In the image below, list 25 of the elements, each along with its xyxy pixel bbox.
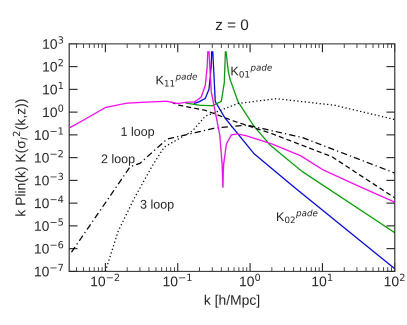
y-tick-label: 10$^{3}$ xyxy=(43,36,64,49)
y-tick-label: 10$^{−6}$ xyxy=(34,241,64,254)
annotation: 1 loop xyxy=(121,126,154,138)
annotation: K$_{11}$$^{pade}$ xyxy=(156,72,198,86)
y-tick-label: 10$^{−1}$ xyxy=(34,127,63,140)
y-tick-label: 10$^{−7}$ xyxy=(34,264,63,276)
annotation: 2 loop xyxy=(102,154,135,166)
x-axis-title: k [h/Mpc] xyxy=(204,294,260,308)
y-tick-label: 10$^{2}$ xyxy=(43,59,63,72)
x-tick-label: 10$^{1}$ xyxy=(312,274,332,286)
y-tick-label: 10$^{−3}$ xyxy=(34,172,64,186)
annotation: K$_{01}$$^{pade}$ xyxy=(231,64,272,78)
y-tick-label: 10$^{−5}$ xyxy=(34,218,63,231)
x-tick-label: 10$^{−1}$ xyxy=(164,274,192,286)
chart-title: z = 0 xyxy=(216,19,248,30)
annotation: K$_{02}$$^{pade}$ xyxy=(277,210,318,224)
y-tick-label: 10$^{1}$ xyxy=(43,82,63,94)
y-axis-title: k Plin(k) K(σ$_{l}$$^{2}$(k,z)) xyxy=(12,100,28,216)
y-tick-label: 10$^{−2}$ xyxy=(34,150,63,163)
x-tick-label: 10$^{0}$ xyxy=(240,274,260,286)
x-tick-label: 10$^{2}$ xyxy=(384,274,404,286)
y-tick-label: 10$^{0}$ xyxy=(43,104,64,118)
annotation: 3 loop xyxy=(140,200,174,212)
y-tick-label: 10$^{−4}$ xyxy=(34,196,64,208)
x-tick-label: 10$^{−2}$ xyxy=(91,274,120,286)
